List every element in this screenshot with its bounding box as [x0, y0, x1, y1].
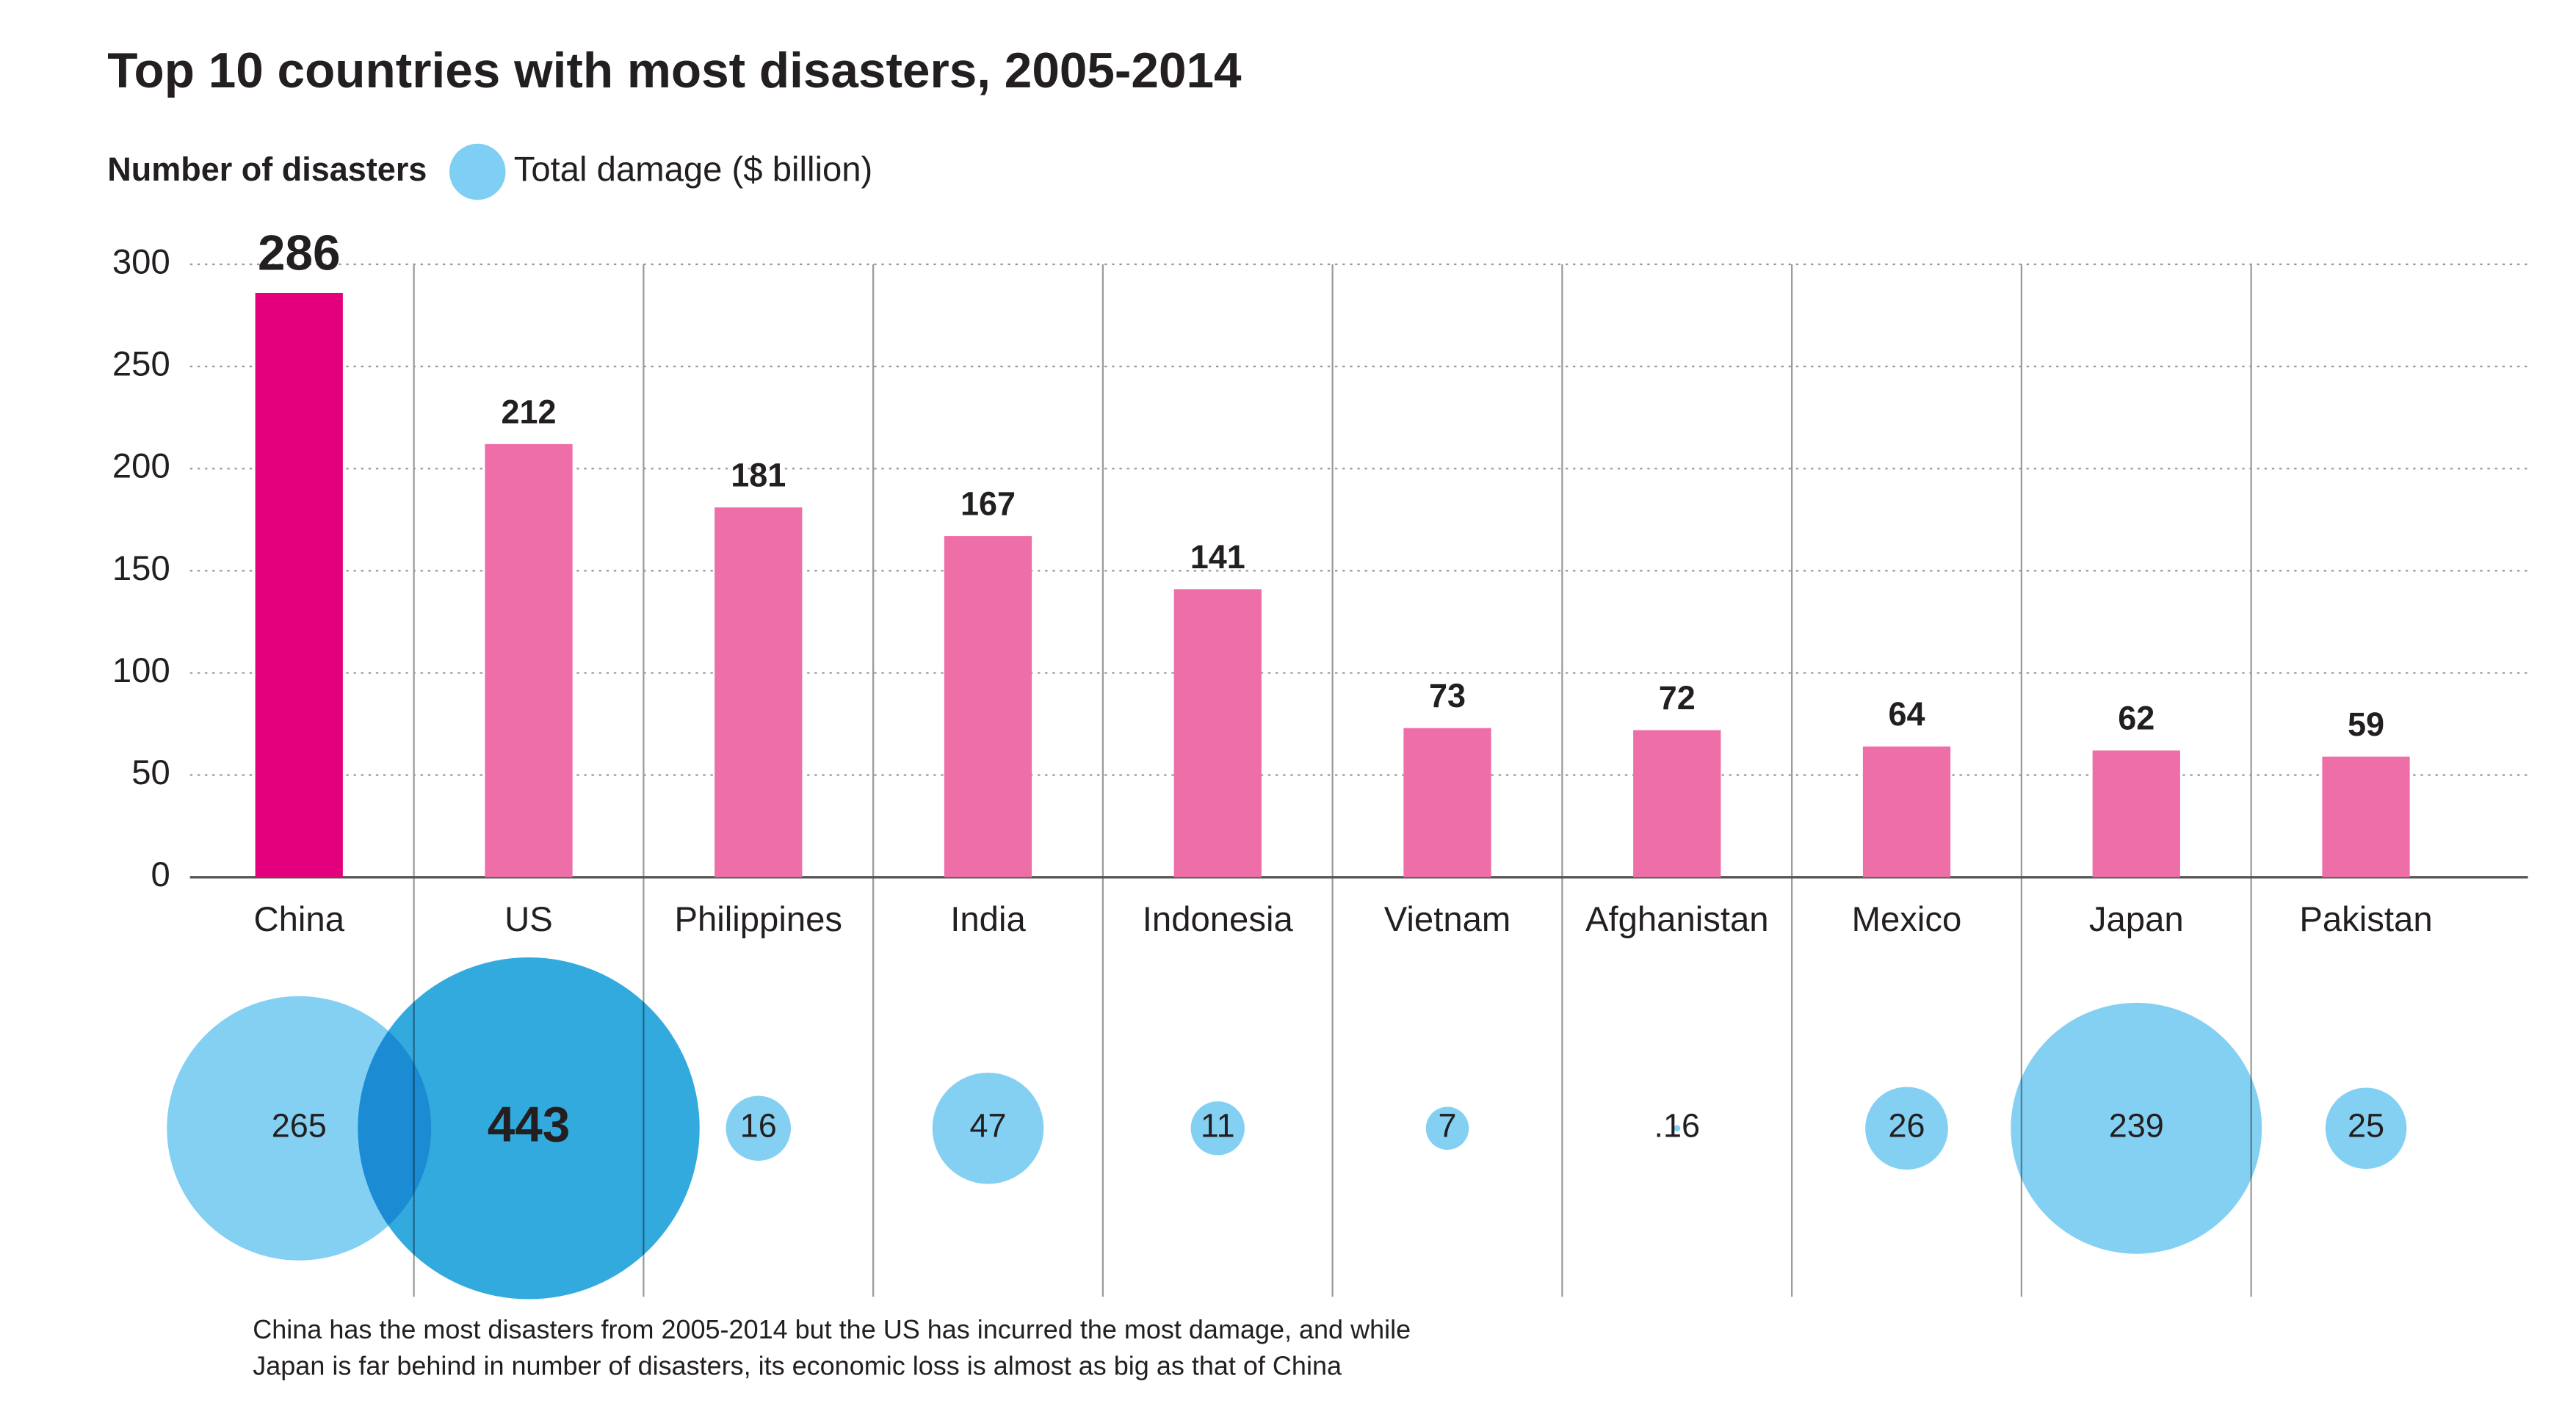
- bubble: [1425, 1106, 1469, 1150]
- bubble: [1190, 1101, 1245, 1156]
- data-label: 64: [1888, 695, 1925, 733]
- x-tick-label: Mexico: [1852, 900, 1962, 939]
- data-label: 286: [258, 225, 341, 280]
- data-label: 26: [1888, 1107, 1925, 1145]
- bar: [714, 507, 803, 877]
- chart-title: Top 10 countries with most disasters, 20…: [107, 43, 1242, 98]
- data-label: .16: [1654, 1107, 1700, 1145]
- x-tick-label: US: [504, 900, 553, 939]
- bubble: [726, 1095, 791, 1161]
- data-label: 443: [488, 1098, 571, 1153]
- y-tick-label: 50: [131, 753, 170, 792]
- bar: [1862, 746, 1951, 877]
- legend-marker: [449, 143, 506, 200]
- bar: [944, 536, 1032, 877]
- data-label: 72: [1659, 679, 1696, 717]
- bubble: [358, 957, 700, 1300]
- x-tick-label: Japan: [2089, 900, 2184, 939]
- y-tick-label: 200: [112, 447, 170, 486]
- bar: [2322, 756, 2410, 877]
- y-tick-label: 100: [112, 651, 170, 690]
- x-tick-label: Vietnam: [1384, 900, 1510, 939]
- data-label: 25: [2348, 1107, 2384, 1145]
- bubble: [1674, 1125, 1681, 1132]
- bubble: [932, 1072, 1044, 1184]
- data-label: 16: [740, 1107, 777, 1145]
- bubble: [1865, 1087, 1948, 1170]
- data-label: 47: [969, 1107, 1006, 1145]
- annotation: Japan is far behind in number of disaste…: [253, 1351, 1342, 1381]
- bar: [255, 292, 343, 877]
- y-tick-label: 150: [112, 549, 170, 588]
- x-tick-label: Philippines: [674, 900, 842, 939]
- data-label: 7: [1438, 1107, 1456, 1145]
- legend-label: Total damage ($ billion): [514, 150, 873, 189]
- x-tick-label: China: [254, 900, 345, 939]
- x-tick-label: India: [950, 900, 1026, 939]
- x-tick-label: Afghanistan: [1585, 900, 1769, 939]
- data-label: 59: [2348, 706, 2384, 743]
- data-label: 239: [2109, 1107, 2164, 1145]
- y-tick-label: 300: [112, 242, 170, 281]
- data-label: 11: [1201, 1107, 1235, 1145]
- data-label: 62: [2118, 700, 2154, 737]
- x-tick-label: Pakistan: [2299, 900, 2432, 939]
- legend-label: Number of disasters: [107, 151, 427, 188]
- y-tick-label: 250: [112, 345, 170, 384]
- bar: [1633, 730, 1721, 877]
- data-label: 141: [1190, 538, 1245, 576]
- bubble: [167, 996, 432, 1261]
- data-label: 212: [501, 393, 556, 430]
- data-label: 181: [731, 457, 786, 494]
- bar: [485, 443, 573, 877]
- x-tick-label: Indonesia: [1143, 900, 1294, 939]
- bubble: [2011, 1002, 2262, 1254]
- bubble: [2325, 1087, 2407, 1170]
- data-label: 265: [272, 1107, 327, 1145]
- data-label: 167: [960, 485, 1016, 522]
- y-tick-label: 0: [151, 855, 170, 894]
- data-label: 73: [1429, 677, 1466, 714]
- bar: [2092, 750, 2180, 877]
- bar: [1173, 589, 1262, 877]
- annotation: China has the most disasters from 2005-2…: [253, 1314, 1411, 1344]
- bar: [1403, 728, 1491, 877]
